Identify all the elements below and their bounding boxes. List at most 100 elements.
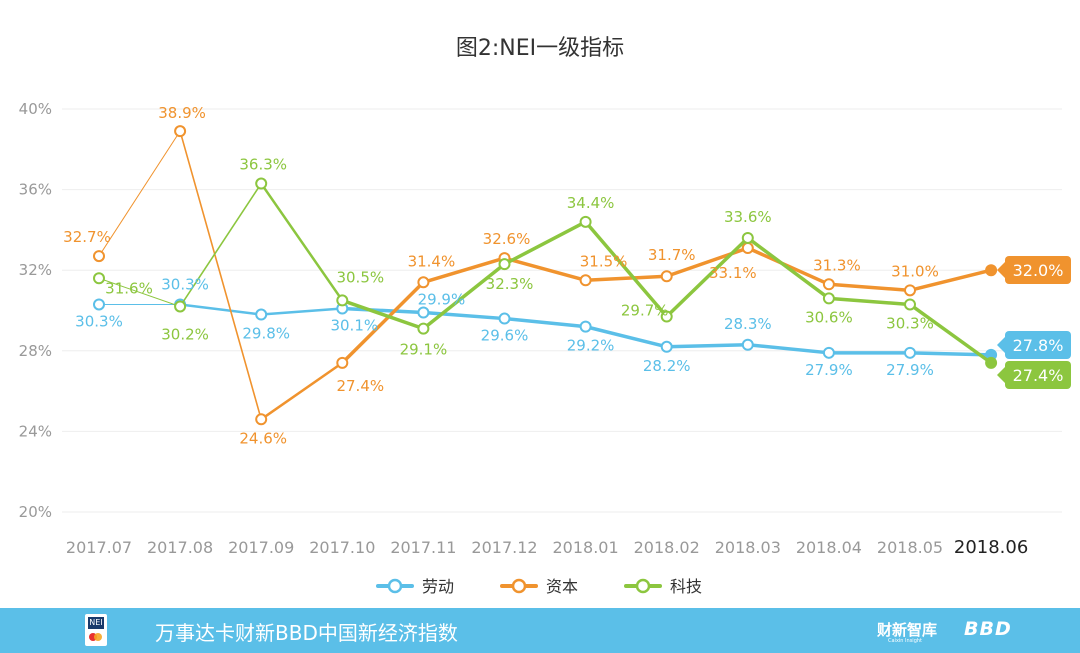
data-label: 31.6% [105, 279, 153, 297]
data-label: 32.7% [63, 228, 111, 246]
data-point [417, 322, 430, 335]
badge-label: 27.8% [1013, 336, 1064, 355]
y-tick-label: 36% [19, 181, 52, 199]
series-line-segment [259, 182, 344, 302]
nei-logo-text: NEI [88, 617, 104, 629]
series-line-segment [98, 277, 181, 307]
nei-logo: NEI [85, 614, 107, 646]
x-tick-label: 2017.08 [147, 538, 213, 557]
bbd-logo: BBD [964, 618, 1012, 640]
last-value-badge: 27.8% [997, 331, 1071, 359]
data-label: 28.3% [724, 315, 772, 333]
data-label: 29.9% [418, 291, 466, 309]
data-labels: 30.3% 30.3% 29.8% 30.1% 29.9% 29.6% 29.2% 28.2%… [63, 104, 1071, 447]
series-line-segment [583, 220, 669, 319]
data-label: 30.2% [161, 325, 209, 343]
y-tick-label: 32% [19, 261, 52, 279]
badge-pointer [997, 367, 1005, 383]
data-point [741, 242, 754, 255]
series-line-segment [908, 268, 993, 293]
badge-box [1005, 331, 1071, 359]
data-label: 31.7% [648, 246, 696, 264]
data-label: 34.4% [567, 194, 615, 212]
data-point [822, 292, 835, 305]
data-point [174, 125, 187, 138]
series-line-segment [340, 306, 426, 315]
x-tick-label: 2017.12 [471, 538, 537, 557]
series-line-segment [664, 343, 750, 349]
caixin-insight-logo: 财新智库 [877, 621, 938, 639]
data-point [741, 338, 754, 351]
data-point [660, 310, 673, 323]
data-label: 29.8% [242, 325, 290, 343]
legend-item: 资本 [500, 577, 578, 596]
series-line-segment [178, 303, 263, 316]
data-point [93, 250, 105, 263]
data-point [741, 231, 754, 244]
data-point [904, 346, 916, 359]
data-label: 31.3% [813, 256, 861, 274]
badge-label: 27.4% [1013, 366, 1064, 385]
y-tick-label: 24% [19, 422, 52, 440]
series-line-segment [421, 256, 507, 285]
legend-label: 劳动 [422, 577, 454, 596]
data-point [174, 300, 187, 313]
y-tick-label: 40% [19, 100, 52, 118]
data-point [498, 312, 511, 325]
legend-label: 科技 [670, 577, 702, 596]
data-point [336, 356, 349, 369]
x-axis: 2017.07 2017.08 2017.09 2017.10 2017.11 2017.… [66, 537, 1028, 558]
series-lines [93, 125, 998, 426]
last-value-badge: 27.4% [997, 361, 1071, 389]
data-label: 33.6% [724, 208, 772, 226]
badge-pointer [997, 337, 1005, 353]
data-label: 30.3% [75, 312, 123, 330]
data-label: 36.3% [239, 156, 287, 174]
data-point [985, 264, 998, 277]
data-label: 29.7% [621, 302, 669, 320]
data-point [822, 346, 835, 359]
data-point [93, 272, 105, 285]
data-label: 29.1% [400, 341, 448, 359]
series-line-segment [583, 274, 669, 283]
data-point [904, 298, 916, 311]
series-line-segment [259, 307, 344, 316]
legend-item: 劳动 [376, 577, 454, 596]
data-label: 32.3% [486, 275, 534, 293]
x-tick-label: 2017.10 [309, 538, 375, 557]
data-label: 29.6% [481, 327, 529, 345]
series-line-segment [179, 182, 263, 308]
data-label: 27.9% [805, 361, 853, 379]
data-point [255, 177, 268, 190]
data-label: 31.5% [580, 252, 628, 270]
series-line-segment [340, 280, 426, 365]
data-label: 29.2% [567, 337, 615, 355]
data-point [985, 356, 998, 369]
series-line-segment [827, 282, 912, 293]
data-label: 31.0% [891, 262, 939, 280]
series-line-segment [421, 262, 507, 331]
series-line-segment [179, 130, 263, 421]
series-line-segment [98, 130, 181, 257]
data-label: 24.6% [239, 429, 287, 447]
legend-label: 资本 [546, 577, 578, 596]
data-point [579, 215, 592, 228]
series-line-segment [827, 296, 912, 307]
data-label: 30.5% [336, 268, 384, 286]
series-line-segment [259, 361, 344, 421]
caixin-insight-subtitle: Caixin Insight [888, 638, 922, 644]
chart-title: 图2:NEI一级指标 [456, 36, 624, 61]
grid-lines [62, 108, 1062, 513]
data-point [822, 278, 835, 291]
data-label: 27.4% [336, 377, 384, 395]
series-line-segment [664, 236, 750, 319]
legend-swatch-marker [387, 578, 403, 594]
last-value-badge: 32.0% [997, 256, 1071, 284]
data-label: 33.1% [709, 264, 757, 282]
series-line-segment [340, 298, 426, 331]
x-tick-label: 2018.05 [877, 538, 943, 557]
x-tick-label: 2018.02 [634, 538, 700, 557]
series-line-segment [746, 236, 831, 301]
legend: 劳动 资本 科技 [376, 577, 702, 596]
data-point [255, 413, 268, 426]
